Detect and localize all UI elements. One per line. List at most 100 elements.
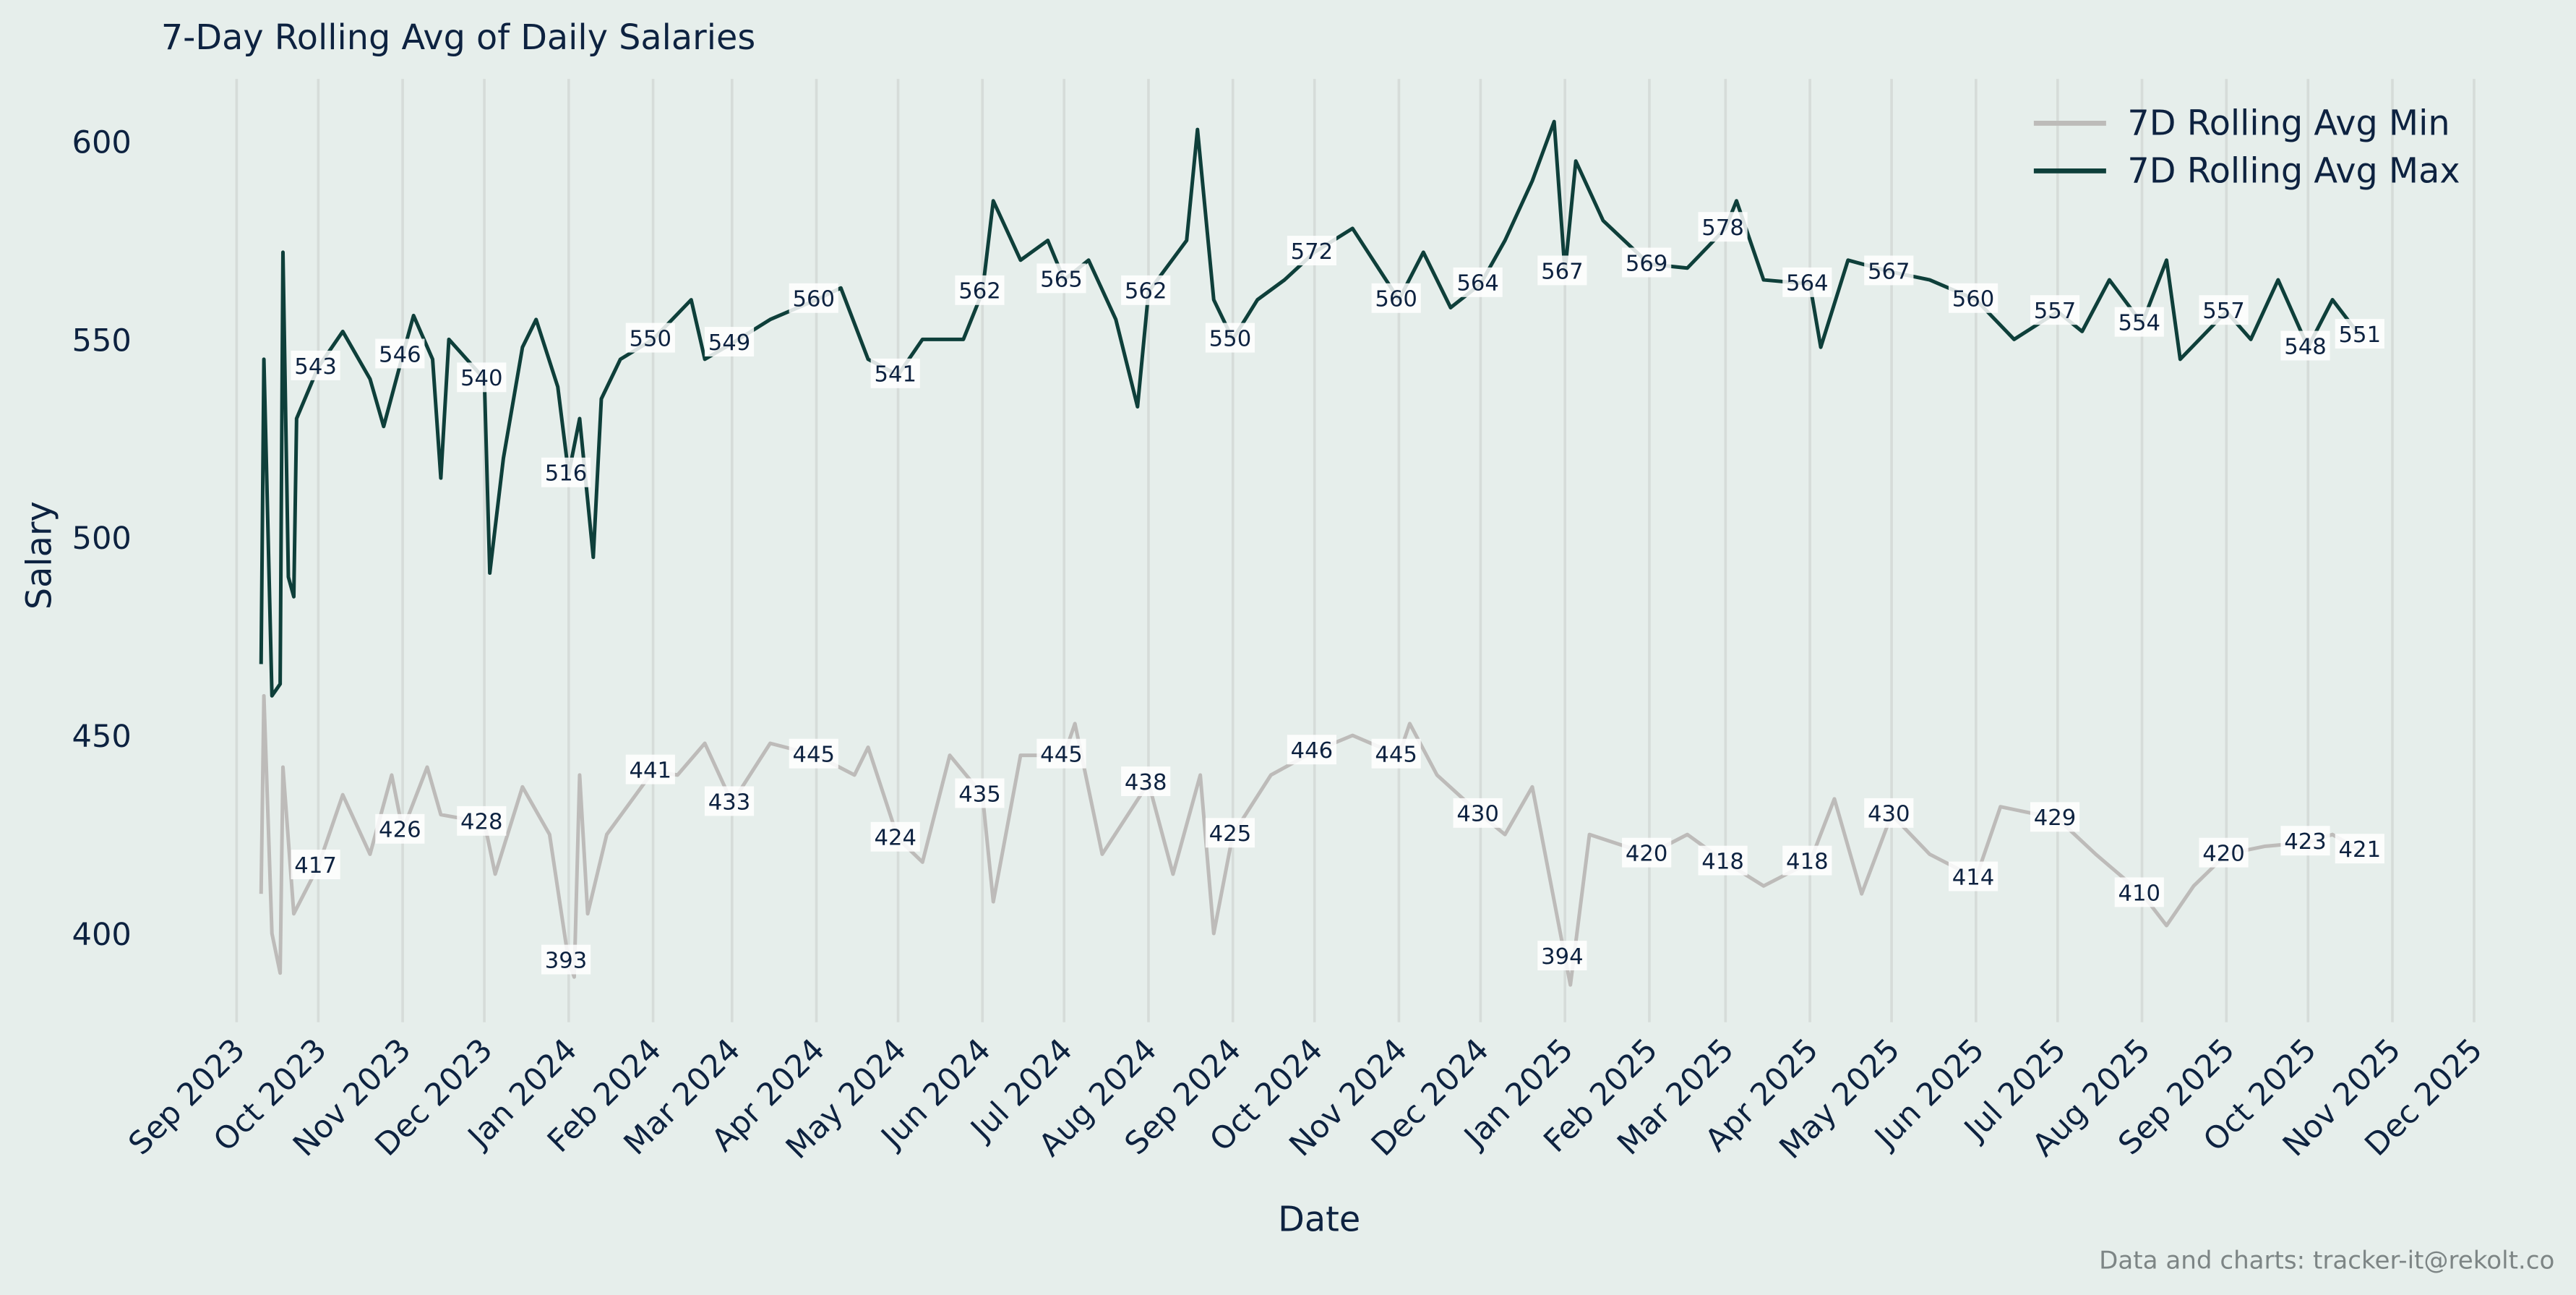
data-label: 445 <box>789 738 838 769</box>
data-label: 562 <box>1121 275 1171 305</box>
data-label-text: 429 <box>2034 805 2077 831</box>
data-label-text: 423 <box>2284 829 2327 855</box>
data-label: 428 <box>457 805 507 836</box>
data-label-text: 554 <box>2118 311 2161 336</box>
data-label: 567 <box>1864 255 1914 286</box>
y-axis-label: Salary <box>20 501 60 610</box>
data-label-box <box>1453 267 1503 297</box>
data-label: 569 <box>1622 247 1672 278</box>
data-label-box <box>789 283 838 313</box>
data-label-box <box>2335 834 2384 864</box>
data-label-text: 418 <box>1701 849 1744 874</box>
data-label-box <box>1453 798 1503 828</box>
data-label-box <box>2114 307 2164 337</box>
data-label-text: 541 <box>874 362 916 388</box>
data-label: 560 <box>789 283 838 313</box>
data-label-box <box>1121 275 1171 305</box>
data-label-box <box>2030 802 2080 832</box>
data-label-box <box>375 813 425 844</box>
data-label-box <box>2280 330 2330 361</box>
data-label-text: 550 <box>630 326 672 351</box>
data-label-text: 421 <box>2339 837 2382 863</box>
data-label-box <box>291 850 340 880</box>
data-label-box <box>2199 295 2249 325</box>
data-label: 548 <box>2280 330 2330 361</box>
data-label-text: 410 <box>2118 881 2161 906</box>
data-label-box <box>1948 283 1998 313</box>
data-label-text: 564 <box>1786 271 1829 296</box>
data-label-box <box>2335 319 2384 349</box>
data-label: 410 <box>2114 877 2164 907</box>
data-label-text: 394 <box>1541 944 1584 970</box>
data-label-box <box>291 350 340 380</box>
data-label-box <box>789 738 838 769</box>
data-label-text: 446 <box>1291 738 1334 764</box>
data-label-text: 424 <box>874 826 916 851</box>
data-label: 565 <box>1036 263 1086 294</box>
data-label-text: 562 <box>958 279 1001 304</box>
data-label-text: 557 <box>2202 299 2245 324</box>
data-label-text: 567 <box>1541 259 1584 284</box>
data-label-box <box>704 327 755 357</box>
data-label-text: 425 <box>1209 821 1252 847</box>
data-label: 551 <box>2335 319 2384 349</box>
data-label-text: 430 <box>1868 802 1910 827</box>
data-label: 430 <box>1453 798 1503 828</box>
data-label-box <box>2114 877 2164 907</box>
y-tick-label: 550 <box>72 322 132 359</box>
data-label-text: 562 <box>1125 279 1167 304</box>
data-label-box <box>457 805 507 836</box>
data-label-text: 540 <box>460 366 503 391</box>
data-label: 550 <box>625 322 675 353</box>
data-label-text: 560 <box>1375 287 1417 312</box>
data-label: 567 <box>1537 255 1587 286</box>
data-label-box <box>1537 255 1587 286</box>
data-label-box <box>1371 738 1421 769</box>
data-label-box <box>2199 837 2249 868</box>
data-label-text: 560 <box>1952 287 1995 312</box>
data-label-text: 414 <box>1952 865 1995 890</box>
data-label-text: 428 <box>460 810 503 835</box>
data-label-text: 445 <box>1375 743 1417 768</box>
data-label: 441 <box>625 754 675 785</box>
data-label-box <box>625 322 675 353</box>
data-label-text: 430 <box>1456 802 1499 827</box>
data-label: 418 <box>1782 845 1832 876</box>
data-label-box <box>1864 255 1914 286</box>
data-label-box <box>1205 322 1255 353</box>
data-label-text: 549 <box>708 330 751 356</box>
data-label: 418 <box>1698 845 1748 876</box>
data-label: 438 <box>1121 766 1171 797</box>
data-label-text: 418 <box>1786 849 1829 874</box>
data-label: 426 <box>375 813 425 844</box>
data-label: 557 <box>2199 295 2249 325</box>
x-axis-label: Date <box>1278 1200 1360 1239</box>
data-label: 445 <box>1036 738 1086 769</box>
data-label: 564 <box>1453 267 1503 297</box>
data-label-text: 543 <box>294 354 337 380</box>
data-label-box <box>1622 247 1672 278</box>
data-label-box <box>955 275 1005 305</box>
data-label: 421 <box>2335 834 2384 864</box>
data-label: 445 <box>1371 738 1421 769</box>
data-label: 433 <box>704 786 755 816</box>
data-label-text: 572 <box>1291 239 1334 265</box>
chart-title: 7-Day Rolling Avg of Daily Salaries <box>161 18 755 58</box>
data-label-box <box>541 944 591 975</box>
data-label-box <box>1698 845 1748 876</box>
data-label: 417 <box>291 850 340 880</box>
data-label: 393 <box>541 944 591 975</box>
data-label-text: 567 <box>1868 259 1910 284</box>
data-label: 429 <box>2030 802 2080 832</box>
data-label: 430 <box>1864 798 1914 828</box>
data-label-text: 417 <box>294 853 337 879</box>
data-label-box <box>1371 283 1421 313</box>
y-tick-label: 500 <box>72 521 132 557</box>
data-label-box <box>375 338 425 369</box>
data-label-text: 433 <box>708 790 751 815</box>
y-tick-label: 600 <box>72 124 132 161</box>
data-label: 546 <box>375 338 425 369</box>
data-label: 564 <box>1782 267 1832 297</box>
data-label-box <box>1036 738 1086 769</box>
data-label: 557 <box>2030 295 2080 325</box>
